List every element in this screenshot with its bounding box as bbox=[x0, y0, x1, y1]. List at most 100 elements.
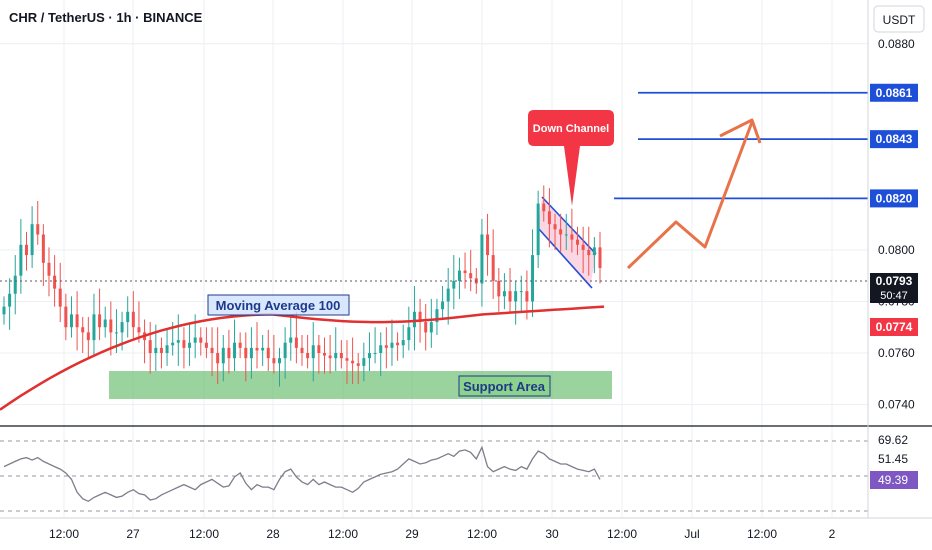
candle-body bbox=[497, 280, 501, 297]
time-axis-ticks: 12:00 27 12:00 28 12:00 29 12:00 30 12:00 Jul 12:0… bbox=[49, 527, 836, 541]
candle-body bbox=[356, 363, 360, 366]
currency-badge-box[interactable] bbox=[873, 5, 925, 33]
support-label: Support Area bbox=[463, 379, 546, 394]
candle-body bbox=[486, 234, 490, 256]
target-level-badge bbox=[870, 83, 918, 102]
candle-body bbox=[401, 340, 405, 346]
candle-body bbox=[30, 224, 34, 256]
rsi-level-middle: 51.45 bbox=[878, 452, 908, 466]
candle-body bbox=[289, 337, 293, 343]
price-tick-label: 0.0760 bbox=[878, 346, 915, 360]
price-tick-label: 0.0740 bbox=[878, 398, 915, 412]
time-tick-label: 12:00 bbox=[607, 527, 637, 541]
candle-body bbox=[131, 311, 135, 328]
down-channel-label: Down Channel bbox=[533, 123, 609, 135]
candle-body bbox=[238, 342, 242, 348]
candle-body bbox=[103, 319, 107, 328]
down-channel-fill bbox=[538, 197, 596, 288]
last-price-value: 0.0793 bbox=[876, 274, 913, 288]
candle-body bbox=[390, 342, 394, 348]
candle-body bbox=[452, 280, 456, 289]
candle-body bbox=[47, 262, 51, 276]
rsi-current-badge bbox=[870, 471, 918, 489]
candle-body bbox=[75, 314, 79, 328]
candle-body bbox=[553, 224, 557, 230]
rsi-current-value: 49.39 bbox=[878, 473, 908, 487]
candle-body bbox=[570, 234, 574, 240]
candle-body bbox=[457, 270, 461, 281]
time-tick-label: 12:00 bbox=[49, 527, 79, 541]
candle-body bbox=[502, 291, 506, 297]
candle-body bbox=[193, 337, 197, 343]
currency-badge[interactable]: USDT bbox=[873, 5, 925, 33]
candle-body bbox=[13, 275, 17, 294]
last-price-badge-box bbox=[870, 273, 918, 303]
candle-body bbox=[525, 291, 529, 302]
candle-body bbox=[334, 353, 338, 359]
candle-body bbox=[69, 314, 73, 328]
candle-body bbox=[536, 203, 540, 256]
candle-body bbox=[261, 347, 265, 351]
candle-body bbox=[429, 322, 433, 333]
candle-body bbox=[311, 345, 315, 359]
candle-body bbox=[283, 342, 287, 359]
candle-body bbox=[64, 306, 68, 328]
candle-body bbox=[463, 270, 467, 274]
countdown-timer: 50:47 bbox=[880, 290, 908, 302]
candle-body bbox=[227, 347, 231, 359]
candle-body bbox=[581, 244, 585, 250]
down-channel-callout-bubble bbox=[528, 110, 614, 206]
down-channel-upper-line bbox=[541, 196, 597, 255]
candle-body bbox=[165, 345, 169, 354]
rsi-line bbox=[3, 445, 601, 503]
candle-body bbox=[531, 255, 535, 302]
candle-body bbox=[137, 327, 141, 333]
candle-body bbox=[480, 234, 484, 284]
time-tick-label: 29 bbox=[405, 527, 419, 541]
candle-body bbox=[564, 234, 568, 236]
candle-body bbox=[362, 358, 366, 366]
candle-body bbox=[109, 319, 113, 333]
time-tick-label: Jul bbox=[684, 527, 699, 541]
candle-body bbox=[278, 358, 282, 364]
time-tick-label: 28 bbox=[266, 527, 280, 541]
candle-body bbox=[592, 247, 596, 256]
candle-body bbox=[2, 306, 6, 315]
ma-price-badge-box bbox=[870, 318, 918, 336]
candle-body bbox=[396, 342, 400, 346]
candle-body bbox=[221, 347, 225, 364]
candle-body bbox=[204, 342, 208, 348]
candle-body bbox=[322, 353, 326, 356]
candle-body bbox=[519, 291, 523, 293]
candle-body bbox=[345, 358, 349, 361]
candle-body bbox=[384, 345, 388, 348]
candle-body bbox=[367, 353, 371, 359]
price-tick-label: 0.0800 bbox=[878, 243, 915, 257]
ma-label-background bbox=[207, 294, 350, 316]
candle-body bbox=[339, 353, 343, 359]
candle-body bbox=[328, 355, 332, 359]
candle-body bbox=[598, 247, 602, 268]
target-level-value: 0.0861 bbox=[876, 86, 913, 100]
candle-body bbox=[41, 234, 45, 263]
candle-body bbox=[114, 332, 118, 334]
candle-body bbox=[306, 353, 310, 359]
candle-body bbox=[8, 293, 12, 307]
candle-body bbox=[188, 342, 192, 348]
candle-body bbox=[514, 291, 518, 302]
chart-title: CHR / TetherUS · 1h · BINANCE bbox=[9, 10, 203, 25]
candle-body bbox=[210, 347, 214, 354]
candle-body bbox=[148, 340, 152, 354]
down-channel-callout: Down Channel bbox=[528, 110, 614, 206]
down-channel-lower-line bbox=[537, 227, 593, 289]
target-levels bbox=[614, 91, 868, 200]
target-level-badge bbox=[870, 130, 918, 149]
candle-body bbox=[233, 342, 237, 359]
candle-body bbox=[86, 332, 90, 341]
support-label-background bbox=[458, 375, 551, 397]
price-tick-label: 0.0880 bbox=[878, 37, 915, 51]
candle-body bbox=[266, 347, 270, 359]
target-level-badge bbox=[870, 189, 918, 208]
